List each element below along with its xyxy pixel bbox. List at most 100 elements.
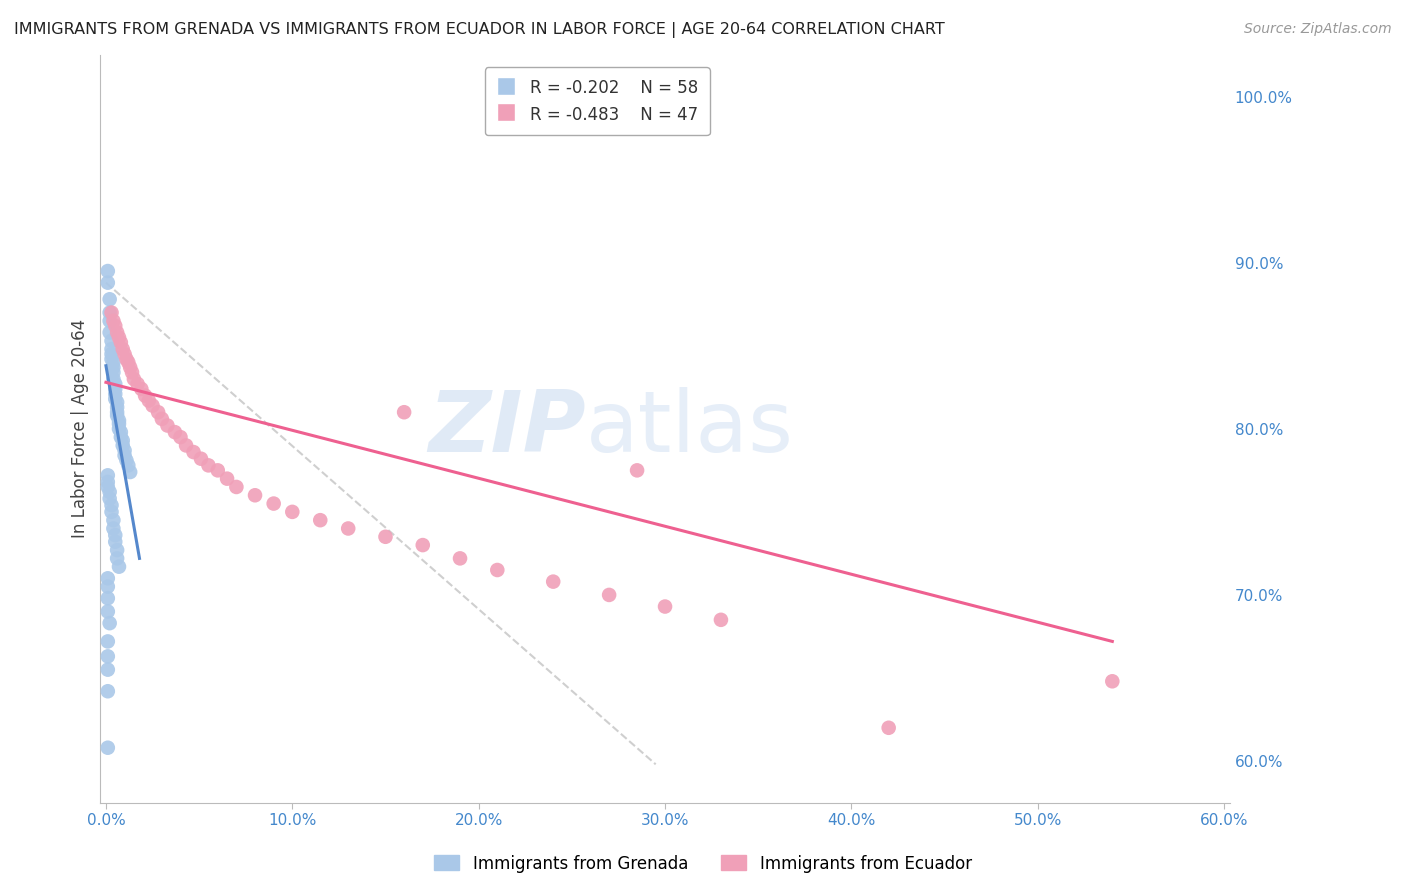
Point (626, 463, 648, 477)
Point (98, 293, 121, 307)
Legend: Immigrants from Grenada, Immigrants from Ecuador: Immigrants from Grenada, Immigrants from… (427, 848, 979, 880)
Point (108, 413, 131, 427)
Point (486, 563, 509, 577)
Point (120, 360, 142, 375)
Point (183, 445, 205, 459)
Point (98, 616, 121, 631)
Point (127, 376, 149, 391)
Point (103, 513, 125, 527)
Point (108, 422, 131, 436)
Point (110, 335, 132, 350)
Point (412, 538, 434, 552)
Point (111, 434, 134, 448)
Point (105, 409, 128, 423)
Point (108, 330, 131, 344)
Point (174, 438, 197, 452)
Point (190, 451, 212, 466)
Point (114, 443, 136, 458)
Point (598, 588, 620, 602)
Point (98, 314, 121, 328)
Point (309, 513, 332, 527)
Point (100, 334, 122, 348)
Point (163, 425, 186, 439)
Point (141, 399, 163, 413)
Point (98, 305, 121, 319)
Point (100, 342, 122, 356)
Point (103, 360, 125, 375)
Point (100, 305, 122, 319)
Point (108, 417, 131, 431)
Point (105, 405, 128, 419)
Point (103, 372, 125, 386)
Point (281, 505, 304, 519)
Point (104, 534, 127, 549)
Point (100, 347, 122, 361)
Point (97, 634, 120, 648)
Point (97, 684, 120, 698)
Point (97, 663, 120, 677)
Point (100, 498, 122, 512)
Point (115, 453, 138, 467)
Point (108, 559, 131, 574)
Point (117, 458, 139, 473)
Point (103, 355, 125, 369)
Legend: R = -0.202    N = 58, R = -0.483    N = 47: R = -0.202 N = 58, R = -0.483 N = 47 (485, 67, 710, 136)
Point (98, 485, 121, 500)
Y-axis label: In Labor Force | Age 20-64: In Labor Force | Age 20-64 (72, 319, 89, 539)
Point (100, 352, 122, 367)
Point (97, 649, 120, 664)
Point (1101, 674, 1123, 689)
Point (104, 382, 127, 396)
Point (169, 430, 191, 444)
Point (115, 352, 138, 367)
Point (97, 276, 120, 290)
Point (97, 468, 120, 483)
Point (98, 491, 121, 506)
Point (110, 430, 132, 444)
Point (104, 376, 127, 391)
Point (100, 505, 122, 519)
Point (146, 405, 169, 419)
Point (103, 314, 125, 328)
Point (114, 449, 136, 463)
Point (110, 425, 132, 439)
Point (104, 528, 127, 542)
Point (104, 392, 127, 406)
Text: IMMIGRANTS FROM GRENADA VS IMMIGRANTS FROM ECUADOR IN LABOR FORCE | AGE 20-64 CO: IMMIGRANTS FROM GRENADA VS IMMIGRANTS FR… (14, 22, 945, 38)
Point (97, 475, 120, 489)
Point (449, 551, 471, 566)
Text: ZIP: ZIP (429, 387, 586, 470)
Point (120, 465, 142, 479)
Point (541, 574, 564, 589)
Point (103, 365, 125, 379)
Point (217, 472, 239, 486)
Point (225, 480, 247, 494)
Point (392, 405, 415, 419)
Point (104, 318, 127, 333)
Point (104, 387, 127, 401)
Point (710, 613, 733, 627)
Point (122, 372, 145, 386)
Point (138, 393, 160, 408)
Text: Source: ZipAtlas.com: Source: ZipAtlas.com (1244, 22, 1392, 37)
Point (121, 365, 143, 379)
Point (150, 412, 173, 426)
Point (134, 389, 156, 403)
Point (877, 721, 900, 735)
Point (97, 591, 120, 606)
Point (131, 382, 153, 396)
Point (337, 521, 360, 535)
Point (111, 342, 134, 356)
Point (243, 488, 266, 502)
Point (105, 326, 128, 340)
Point (97, 571, 120, 585)
Point (654, 599, 676, 614)
Point (197, 458, 219, 473)
Point (105, 395, 128, 409)
Point (97, 480, 120, 494)
Point (98, 326, 121, 340)
Point (207, 463, 229, 477)
Point (97, 264, 120, 278)
Point (105, 401, 128, 415)
Point (114, 347, 136, 361)
